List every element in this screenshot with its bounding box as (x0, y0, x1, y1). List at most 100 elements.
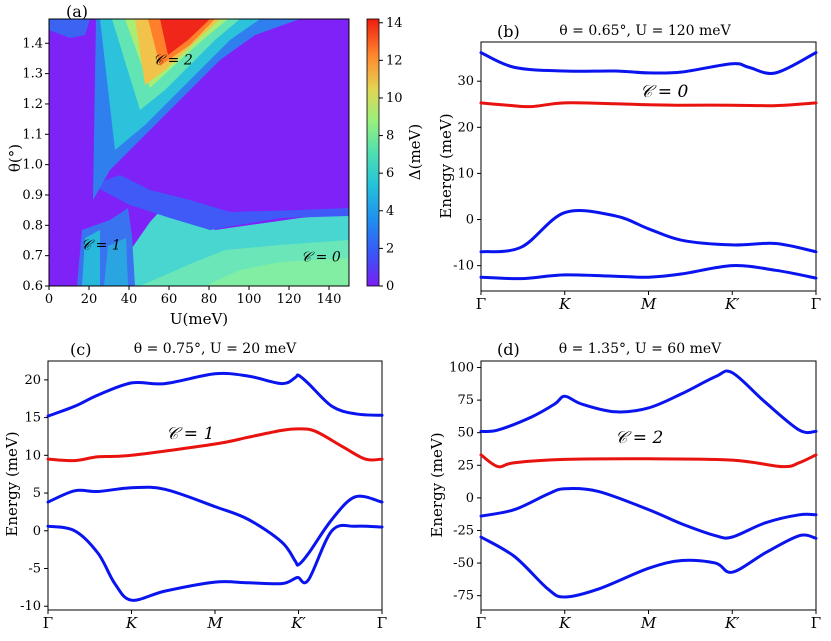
panel-b-ticks: Γ K M K′ Γ -10 0 10 20 30 (453, 74, 821, 313)
heatmap-y-tick-label: 0.9 (22, 188, 43, 203)
x-tick-label: K (125, 614, 138, 632)
y-tick-label: 15 (24, 411, 41, 426)
x-tick-label: Γ (476, 295, 486, 313)
colorbar-tick-label: 2 (386, 241, 394, 256)
y-tick-label: 0 (466, 491, 474, 506)
heatmap-area (49, 19, 349, 286)
heatmap-y-tick-label: 1.1 (22, 127, 43, 142)
y-tick-label: 100 (449, 361, 474, 376)
colorbar-tick-label: 12 (386, 53, 403, 68)
y-tick-label: -25 (453, 523, 474, 538)
heatmap-y-tick-label: 1.3 (22, 67, 43, 82)
heatmap-x-tick-label: 100 (237, 292, 262, 307)
x-tick-label: M (640, 295, 657, 313)
x-tick-label: K (558, 614, 571, 632)
x-tick-label: K′ (724, 295, 740, 313)
heatmap-x-tick-label: 40 (121, 292, 138, 307)
heatmap-y-tick-label: 0.6 (22, 279, 43, 294)
panel-c-title: θ = 0.75°, U = 20 meV (134, 341, 297, 357)
x-tick-label: K (558, 295, 571, 313)
chern-annotation-c0: 𝒞 = 0 (301, 250, 341, 266)
panel-a-tag: (a) (66, 2, 88, 21)
panel-c-tag: (c) (70, 340, 91, 359)
panel-b-ylabel: Energy (meV) (437, 113, 455, 218)
y-tick-label: 10 (457, 166, 474, 181)
colorbar-ticks: 0 2 4 6 8 10 12 14 (379, 16, 403, 294)
colorbar-tick-label: 8 (386, 129, 394, 144)
colorbar-tick-label: 0 (386, 279, 394, 294)
panel-d: (d) θ = 1.35°, U = 60 meV Γ K M K′ Γ-75-50-2… (428, 340, 821, 632)
y-tick-label: 5 (33, 486, 41, 501)
y-tick-label: -5 (28, 562, 41, 577)
x-tick-label: Γ (377, 614, 387, 632)
y-tick-label: 25 (457, 458, 474, 473)
colorbar-tick-label: 6 (386, 166, 394, 181)
heatmap-y-tick-label: 0.7 (22, 249, 43, 264)
colorbar-tick-label: 14 (386, 16, 403, 31)
band-band4-blue (479, 51, 818, 75)
panel-c-bands (46, 371, 384, 602)
panel-c: (c) θ = 0.75°, U = 20 meV Γ K M K′ Γ-10-5051… (3, 340, 387, 632)
y-tick-label: 20 (24, 373, 41, 388)
panel-d-ylabel: Energy (meV) (428, 432, 446, 537)
band-band1-blue (479, 264, 818, 281)
heatmap-frame (48, 18, 350, 287)
panel-d-tag: (d) (497, 340, 520, 359)
heatmap-x-tick-label: 20 (81, 292, 98, 307)
y-tick-label: 75 (457, 393, 474, 408)
heatmap-x-tick-label: 120 (277, 292, 302, 307)
heatmap-y-tick-label: 1.2 (22, 97, 43, 112)
y-tick-label: 10 (24, 448, 41, 463)
y-tick-label: 0 (466, 213, 474, 228)
heatmap-x-tick-label: 140 (317, 292, 342, 307)
y-tick-label: -10 (453, 259, 474, 274)
band-band1-blue (479, 533, 818, 599)
heatmap-x-tick-label: 60 (161, 292, 178, 307)
x-tick-label: K′ (724, 614, 740, 632)
y-tick-label: -75 (453, 589, 474, 604)
band-band3-red (46, 427, 384, 463)
y-tick-label: -50 (453, 556, 474, 571)
panel-c-frame (47, 360, 383, 611)
band-band3-red (479, 101, 818, 109)
y-tick-label: 0 (33, 524, 41, 539)
x-tick-label: Γ (811, 614, 821, 632)
y-tick-label: -10 (20, 599, 41, 614)
panel-d-bands (479, 369, 818, 599)
colorbar-label: Δ(meV) (406, 124, 424, 180)
x-tick-label: Γ (476, 614, 486, 632)
band-band3-red (479, 453, 818, 469)
x-tick-label: M (206, 614, 223, 632)
y-tick-label: 20 (457, 120, 474, 135)
heatmap-x-tick-label: 0 (45, 292, 53, 307)
heatmap-y-tick-label: 1.4 (22, 36, 43, 51)
panel-d-chern: 𝒞 = 2 (615, 428, 663, 448)
x-tick-label: Γ (43, 614, 53, 632)
panel-b: (b) θ = 0.65°, U = 120 meV Γ K M K′ Γ -10 0 10 2… (437, 22, 821, 313)
band-band1-blue (46, 523, 384, 602)
band-band2-blue (479, 209, 818, 254)
band-band2-blue (479, 486, 818, 540)
colorbar-tick-label: 4 (386, 204, 394, 219)
heatmap-x-ticks: 0 20 40 60 80 100 120 140 (45, 286, 342, 307)
heatmap-x-tick-label: 80 (201, 292, 218, 307)
band-band2-blue (46, 485, 384, 567)
colorbar-tick-label: 10 (386, 91, 403, 106)
panel-c-ylabel: Energy (meV) (3, 431, 21, 536)
chern-annotation-c2: 𝒞 = 2 (153, 53, 193, 69)
panel-c-chern: 𝒞 = 1 (166, 424, 214, 444)
panel-b-frame (480, 41, 817, 292)
band-band4-blue (479, 369, 818, 435)
y-tick-label: 30 (457, 74, 474, 89)
panel-d-title: θ = 1.35°, U = 60 meV (559, 341, 722, 357)
heatmap-y-tick-label: 0.8 (22, 218, 43, 233)
heatmap-y-ticks: 0.6 0.7 0.8 0.9 1.0 1.1 1.2 1.3 1.4 (22, 36, 49, 294)
panel-a: (a) 0 20 40 60 80 100 120 140 0.6 0.7 0 (6, 2, 424, 328)
heatmap-xlabel: U(meV) (170, 310, 228, 328)
x-tick-label: M (640, 614, 657, 632)
panel-b-chern: 𝒞 = 0 (640, 82, 688, 102)
y-tick-label: 50 (457, 426, 474, 441)
